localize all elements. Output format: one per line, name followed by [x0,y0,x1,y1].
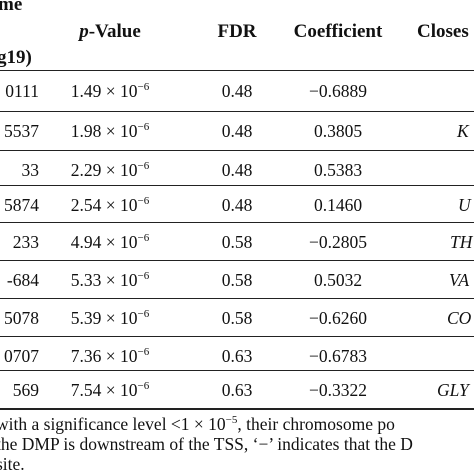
row-pvalue: 5.39 × 10−6 [71,308,149,328]
pvalue-mantissa: 7.54 × 10 [70,380,138,400]
row-pvalue: 7.54 × 10−6 [71,380,149,400]
header-pvalue-italic: p [79,21,89,42]
row-fdr: 0.63 [221,346,253,366]
header-pvalue: p-Value [79,21,141,43]
pvalue-exponent: −6 [137,160,150,172]
row-name: 5874 [4,195,39,215]
footnote-text-a: with a significance level <1 × 10 [0,414,226,434]
row-gene: CO [447,308,472,328]
row-divider [0,222,474,223]
pvalue-exponent: −6 [137,308,150,320]
row-fdr: 0.58 [221,232,253,252]
header-fdr: FDR [217,21,257,42]
row-fdr: 0.48 [221,195,253,215]
table-row: 569 7.54 × 10−6 0.63 −0.3322 GLY [0,371,474,409]
pvalue-exponent: −6 [137,380,150,392]
row-name: 33 [21,160,40,180]
row-pvalue: 7.36 × 10−6 [71,346,149,366]
footnote-line-2: the DMP is downstream of the TSS, ‘−’ in… [0,434,413,454]
pvalue-mantissa: 1.98 × 10 [70,121,138,141]
row-name: 5537 [4,121,39,141]
pvalue-mantissa: 4.94 × 10 [70,232,138,252]
row-name: 233 [12,232,39,252]
row-fdr: 0.48 [221,160,253,180]
row-fdr: 0.48 [221,81,253,101]
pvalue-exponent: −6 [137,195,150,207]
header-closest: Closes [417,21,469,42]
footnote-line-1: with a significance level <1 × 10−5, the… [0,414,395,435]
pvalue-exponent: −6 [137,81,150,93]
header-coefficient: Coefficient [293,21,383,42]
row-divider [0,298,474,299]
row-divider [0,111,474,112]
row-pvalue: 2.29 × 10−6 [71,160,149,180]
row-name: 0707 [4,346,39,366]
row-coefficient: 0.1460 [313,195,363,215]
row-gene: U [458,195,471,215]
row-pvalue: 1.49 × 10−6 [71,81,149,101]
table-row: 33 2.29 × 10−6 0.48 0.5383 [0,151,474,189]
table-row: 5078 5.39 × 10−6 0.58 −0.6260 CO [0,299,474,337]
footnote-line-3: site. [0,454,25,474]
pvalue-mantissa: 2.29 × 10 [70,160,138,180]
row-divider [0,150,474,151]
table-row: 5537 1.98 × 10−6 0.48 0.3805 K [0,112,474,150]
header-name-top: me [0,0,23,15]
pvalue-exponent: −6 [137,232,150,244]
header-name-bottom: g19) [0,47,32,68]
pvalue-exponent: −6 [137,121,150,133]
row-coefficient: −0.3322 [309,380,367,400]
pvalue-mantissa: 7.36 × 10 [70,346,138,366]
row-divider [0,185,474,186]
table-row: 0707 7.36 × 10−6 0.63 −0.6783 [0,337,474,375]
row-pvalue: 4.94 × 10−6 [71,232,149,252]
pvalue-exponent: −6 [137,270,150,282]
row-name: 569 [12,380,39,400]
table-bottom-rule [0,408,474,410]
header-rule [0,70,474,71]
table-row: 5874 2.54 × 10−6 0.48 0.1460 U [0,186,474,224]
row-coefficient: 0.5032 [313,270,363,290]
row-pvalue: 5.33 × 10−6 [71,270,149,290]
row-divider [0,336,474,337]
row-coefficient: 0.5383 [313,160,363,180]
pvalue-exponent: −6 [137,346,150,358]
table-row: -684 5.33 × 10−6 0.58 0.5032 VA [0,261,474,299]
row-pvalue: 2.54 × 10−6 [71,195,149,215]
row-coefficient: −0.6260 [309,308,367,328]
row-gene: GLY [437,380,469,400]
pvalue-mantissa: 2.54 × 10 [70,195,138,215]
row-gene: TH [450,232,473,252]
row-coefficient: −0.2805 [309,232,367,252]
row-name: 5078 [4,308,39,328]
row-coefficient: −0.6889 [309,81,367,101]
row-fdr: 0.48 [221,121,253,141]
row-fdr: 0.58 [221,308,253,328]
row-name: 0111 [5,81,39,101]
pvalue-mantissa: 5.33 × 10 [70,270,138,290]
row-fdr: 0.63 [221,380,253,400]
row-pvalue: 1.98 × 10−6 [71,121,149,141]
header-pvalue-rest: -Value [88,21,141,42]
row-coefficient: 0.3805 [313,121,363,141]
footnote-exponent: −5 [225,414,238,426]
row-divider [0,370,474,371]
row-coefficient: −0.6783 [309,346,367,366]
footnote-text-b: , their chromosome po [237,414,395,434]
pvalue-mantissa: 5.39 × 10 [70,308,138,328]
table-row: 233 4.94 × 10−6 0.58 −0.2805 TH [0,223,474,261]
row-fdr: 0.58 [221,270,253,290]
row-gene: K [457,121,469,141]
row-name: -684 [6,270,39,290]
table-row: 0111 1.49 × 10−6 0.48 −0.6889 [0,72,474,110]
row-gene: VA [449,270,470,290]
row-divider [0,260,474,261]
pvalue-mantissa: 1.49 × 10 [70,81,138,101]
